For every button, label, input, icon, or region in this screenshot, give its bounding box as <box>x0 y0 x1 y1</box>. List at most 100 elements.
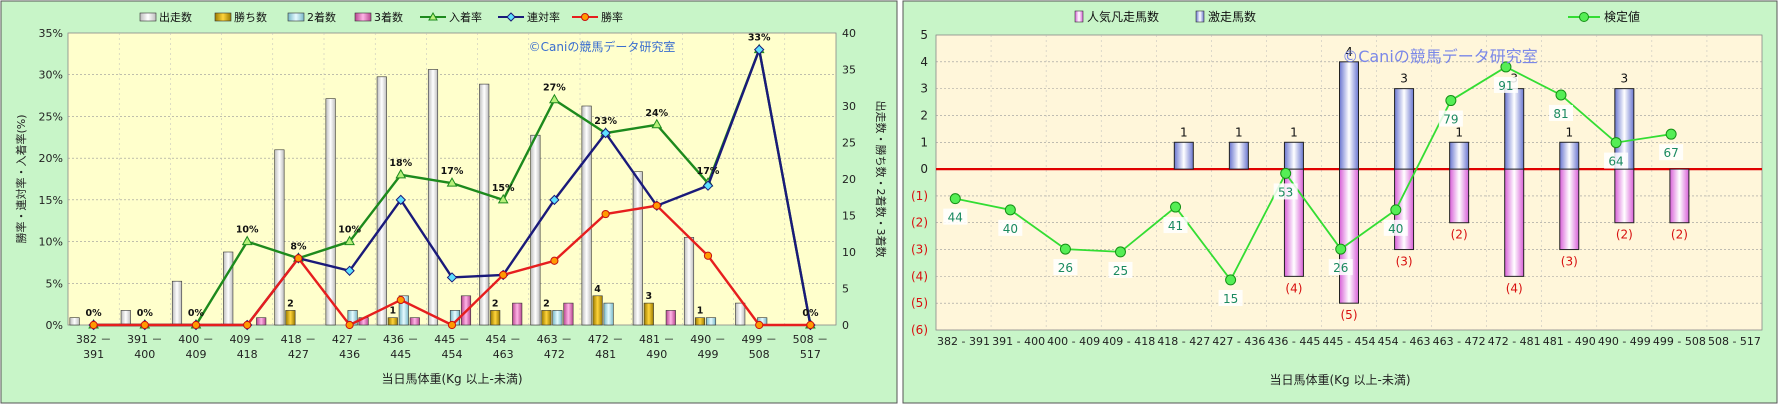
test-value-label: 40 <box>1388 222 1403 236</box>
x-tick-label-bottom: 499 <box>698 348 719 361</box>
place-rate-data-label: 17% <box>697 166 720 177</box>
right-watermark: ©Caniの競馬データ研究室 <box>1342 47 1538 66</box>
bar-failed-favorites <box>1504 168 1525 277</box>
test-value-label-bg <box>1604 152 1629 169</box>
legend-label-win-rate: 勝率 <box>601 10 623 24</box>
x-tick-label-bottom: 490 <box>646 348 667 361</box>
bar-longshots <box>1283 141 1304 170</box>
marker-勝率 <box>89 320 98 330</box>
marker-勝率 <box>499 270 508 280</box>
place-rate-data-label: 18% <box>389 158 412 169</box>
y-tick-label: (2) <box>911 216 928 230</box>
x-tick-label-top: 382 － <box>76 333 112 346</box>
marker-test-value <box>1335 243 1347 255</box>
y-tick-label: (4) <box>911 269 928 283</box>
test-value-label: 44 <box>948 211 963 225</box>
longshot-count-label: 1 <box>1565 125 1573 139</box>
test-value-label-bg <box>1383 219 1408 236</box>
left-y-tick-label: 10% <box>39 236 63 249</box>
longshot-count-label: 1 <box>1235 125 1243 139</box>
x-tick-label-top: 463 － <box>537 333 573 346</box>
bar-2着数 <box>398 295 409 326</box>
x-tick-label: 463 - 472 <box>1433 335 1486 348</box>
x-tick-label-top: 400 － <box>178 333 214 346</box>
left-y-tick-label: 25% <box>39 110 63 123</box>
place-rate-data-label: 27% <box>543 83 566 94</box>
failed-favorite-count-label: (2) <box>1616 228 1633 242</box>
x-tick-label: 508 - 517 <box>1708 335 1761 348</box>
legend-label-quinella-rate: 連対率 <box>527 10 560 24</box>
marker-勝率 <box>703 251 713 260</box>
x-tick-label-top: 436 － <box>383 333 419 346</box>
legend-label-starts: 出走数 <box>159 10 192 24</box>
longshot-count-label: 3 <box>1400 72 1408 86</box>
bar-出走数 <box>223 251 234 326</box>
x-tick-label-top: 409 － <box>229 333 265 346</box>
marker-連対率 <box>344 265 355 276</box>
failed-favorite-count-label: (2) <box>1671 228 1688 242</box>
bar-出走数 <box>581 105 592 326</box>
marker-test-value <box>949 193 961 205</box>
test-value-label: 25 <box>1113 264 1128 278</box>
x-tick-label: 436 - 445 <box>1267 335 1320 348</box>
circle-marker-icon <box>581 13 589 21</box>
bar-出走数 <box>120 310 131 326</box>
bar-3着数 <box>409 317 420 326</box>
x-tick-label-bottom: 427 <box>288 348 309 361</box>
bar-勝ち数 <box>592 295 603 326</box>
bar-failed-favorites <box>1339 168 1359 304</box>
legend-label-wins: 勝ち数 <box>234 10 267 24</box>
bar-longshots <box>1228 141 1249 170</box>
x-tick-label-top: 418 － <box>281 333 317 346</box>
left-y-tick-label: 5% <box>46 277 63 290</box>
test-value-label: 81 <box>1553 107 1568 121</box>
marker-test-value <box>1225 274 1237 286</box>
win-count-data-label: 2 <box>287 298 294 309</box>
longshot-count-label: 4 <box>1345 45 1353 59</box>
marker-勝率 <box>806 320 815 330</box>
bar-2着数 <box>552 310 563 326</box>
win-count-data-label: 2 <box>492 298 499 309</box>
y-tick-label: 1 <box>920 135 928 149</box>
failed-favorite-count-label: (4) <box>1506 281 1523 295</box>
x-tick-label: 391 - 400 <box>992 335 1045 348</box>
triangle-marker-icon <box>428 11 438 21</box>
bar-出走数 <box>427 69 439 326</box>
legend-swatch-second <box>287 12 305 22</box>
test-value-label-bg <box>943 208 968 225</box>
y-tick-label: 3 <box>920 82 928 96</box>
longshot-count-label: 1 <box>1180 125 1188 139</box>
y-tick-label: 0 <box>920 162 928 176</box>
x-tick-label: 400 - 409 <box>1047 335 1100 348</box>
test-value-label-bg <box>1328 259 1353 276</box>
y-tick-label: 5 <box>920 28 928 42</box>
marker-入着率 <box>651 118 663 129</box>
bar-longshots <box>1559 141 1580 170</box>
left-x-axis-label: 当日馬体重(Kg 以上-未満) <box>382 372 523 386</box>
place-rate-data-label: 0% <box>802 308 819 319</box>
place-rate-data-label: 10% <box>338 225 361 236</box>
marker-test-value <box>1610 137 1622 149</box>
right-y-tick-label: 35 <box>842 64 856 77</box>
legend-label-longshots: 激走馬数 <box>1208 9 1256 24</box>
legend-label-second: 2着数 <box>307 10 336 24</box>
x-tick-label: 418 - 427 <box>1157 335 1210 348</box>
marker-勝率 <box>191 320 201 330</box>
y-tick-label: (6) <box>911 323 928 337</box>
x-tick-label-top: 508 － <box>793 333 829 346</box>
marker-勝率 <box>601 209 610 219</box>
test-value-label-bg <box>1493 76 1518 93</box>
diamond-marker-icon <box>506 12 516 22</box>
marker-入着率 <box>241 235 253 246</box>
marker-勝率 <box>447 320 457 330</box>
place-rate-data-label: 0% <box>188 308 205 319</box>
test-value-label: 67 <box>1663 146 1678 160</box>
marker-勝率 <box>755 320 764 330</box>
place-rate-data-label: 17% <box>441 166 464 177</box>
x-tick-label: 481 - 490 <box>1543 335 1596 348</box>
bar-longshots <box>1614 88 1635 170</box>
left-y-tick-label: 30% <box>39 69 63 82</box>
x-tick-label-bottom: 418 <box>237 348 258 361</box>
place-rate-data-label: 33% <box>748 33 771 44</box>
